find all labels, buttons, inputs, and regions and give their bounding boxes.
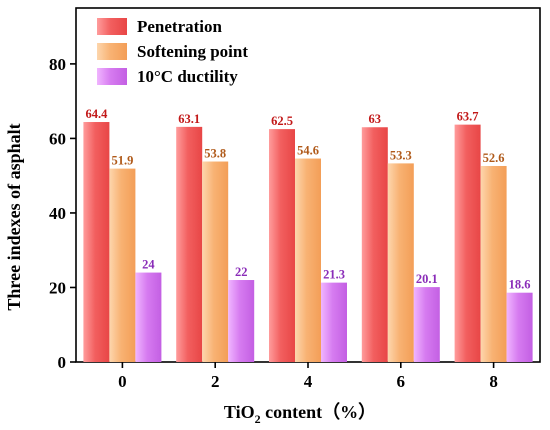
x-axis-label-subscript: 2: [255, 412, 261, 426]
legend-label: Penetration: [137, 17, 223, 36]
bar-softening-point: [295, 158, 321, 362]
legend-swatch: [97, 43, 127, 60]
bar-penetration: [176, 126, 203, 362]
bar-data-label: 51.9: [111, 154, 133, 168]
bar-penetration: [269, 129, 295, 362]
legend-swatch: [97, 68, 127, 85]
y-tick-label: 40: [49, 204, 66, 223]
y-tick-label: 80: [49, 55, 66, 74]
bar-penetration: [454, 124, 481, 362]
x-tick-label: 2: [211, 372, 220, 391]
bar-data-label: 22: [235, 265, 248, 279]
bar-10-c-ductility: [506, 292, 533, 362]
y-tick-label: 60: [49, 129, 66, 148]
bar-data-label: 53.8: [204, 147, 226, 161]
legend-label: 10°C ductility: [137, 67, 238, 86]
bar-penetration: [361, 127, 388, 363]
bar-data-label: 52.6: [483, 151, 505, 165]
bar-10-c-ductility: [228, 280, 255, 362]
bar-data-label: 63.7: [457, 110, 479, 124]
bar-softening-point: [202, 161, 229, 362]
y-axis-label: Three indexes of asphalt: [4, 123, 24, 310]
bar-softening-point: [109, 168, 136, 362]
bar-data-label: 64.4: [85, 107, 108, 121]
bar-softening-point: [480, 165, 507, 362]
legend-label: Softening point: [137, 42, 248, 61]
bar-data-label: 20.1: [416, 272, 438, 286]
bar-data-label: 24: [142, 258, 155, 272]
x-axis-label-main: TiO: [224, 402, 255, 422]
x-tick-label: 6: [397, 372, 406, 391]
bar-data-label: 63: [369, 112, 382, 126]
bar-data-label: 63.1: [178, 112, 200, 126]
bar-data-label: 62.5: [271, 114, 293, 128]
x-tick-label: 4: [304, 372, 313, 391]
bar-data-label: 54.6: [297, 144, 319, 158]
y-tick-label: 0: [58, 353, 67, 372]
x-axis-label-rest: content（%）: [261, 402, 377, 422]
bar-10-c-ductility: [135, 272, 162, 362]
x-axis: 0 2 4 6 8: [118, 362, 498, 391]
x-tick-label: 8: [489, 372, 498, 391]
bar-penetration: [83, 122, 110, 362]
legend-swatch: [97, 18, 127, 35]
bar-data-label: 18.6: [509, 278, 531, 292]
bar-data-label: 21.3: [323, 268, 345, 282]
bar-10-c-ductility: [413, 287, 440, 362]
x-tick-label: 0: [118, 372, 127, 391]
bars: [83, 122, 533, 363]
y-axis: 0 20 40 60 80: [49, 55, 76, 372]
legend: Penetration Softening point 10°C ductility: [97, 17, 248, 86]
bar-10-c-ductility: [321, 282, 347, 362]
bar-softening-point: [387, 163, 414, 362]
y-tick-label: 20: [49, 278, 66, 297]
x-axis-label: TiO2 content（%）: [224, 402, 376, 426]
bar-data-label: 53.3: [390, 148, 412, 162]
bar-labels: 64.4 51.9 24 63.1 53.8 22 62.5 54.6 21.3 63 53.3 20…: [85, 107, 530, 292]
